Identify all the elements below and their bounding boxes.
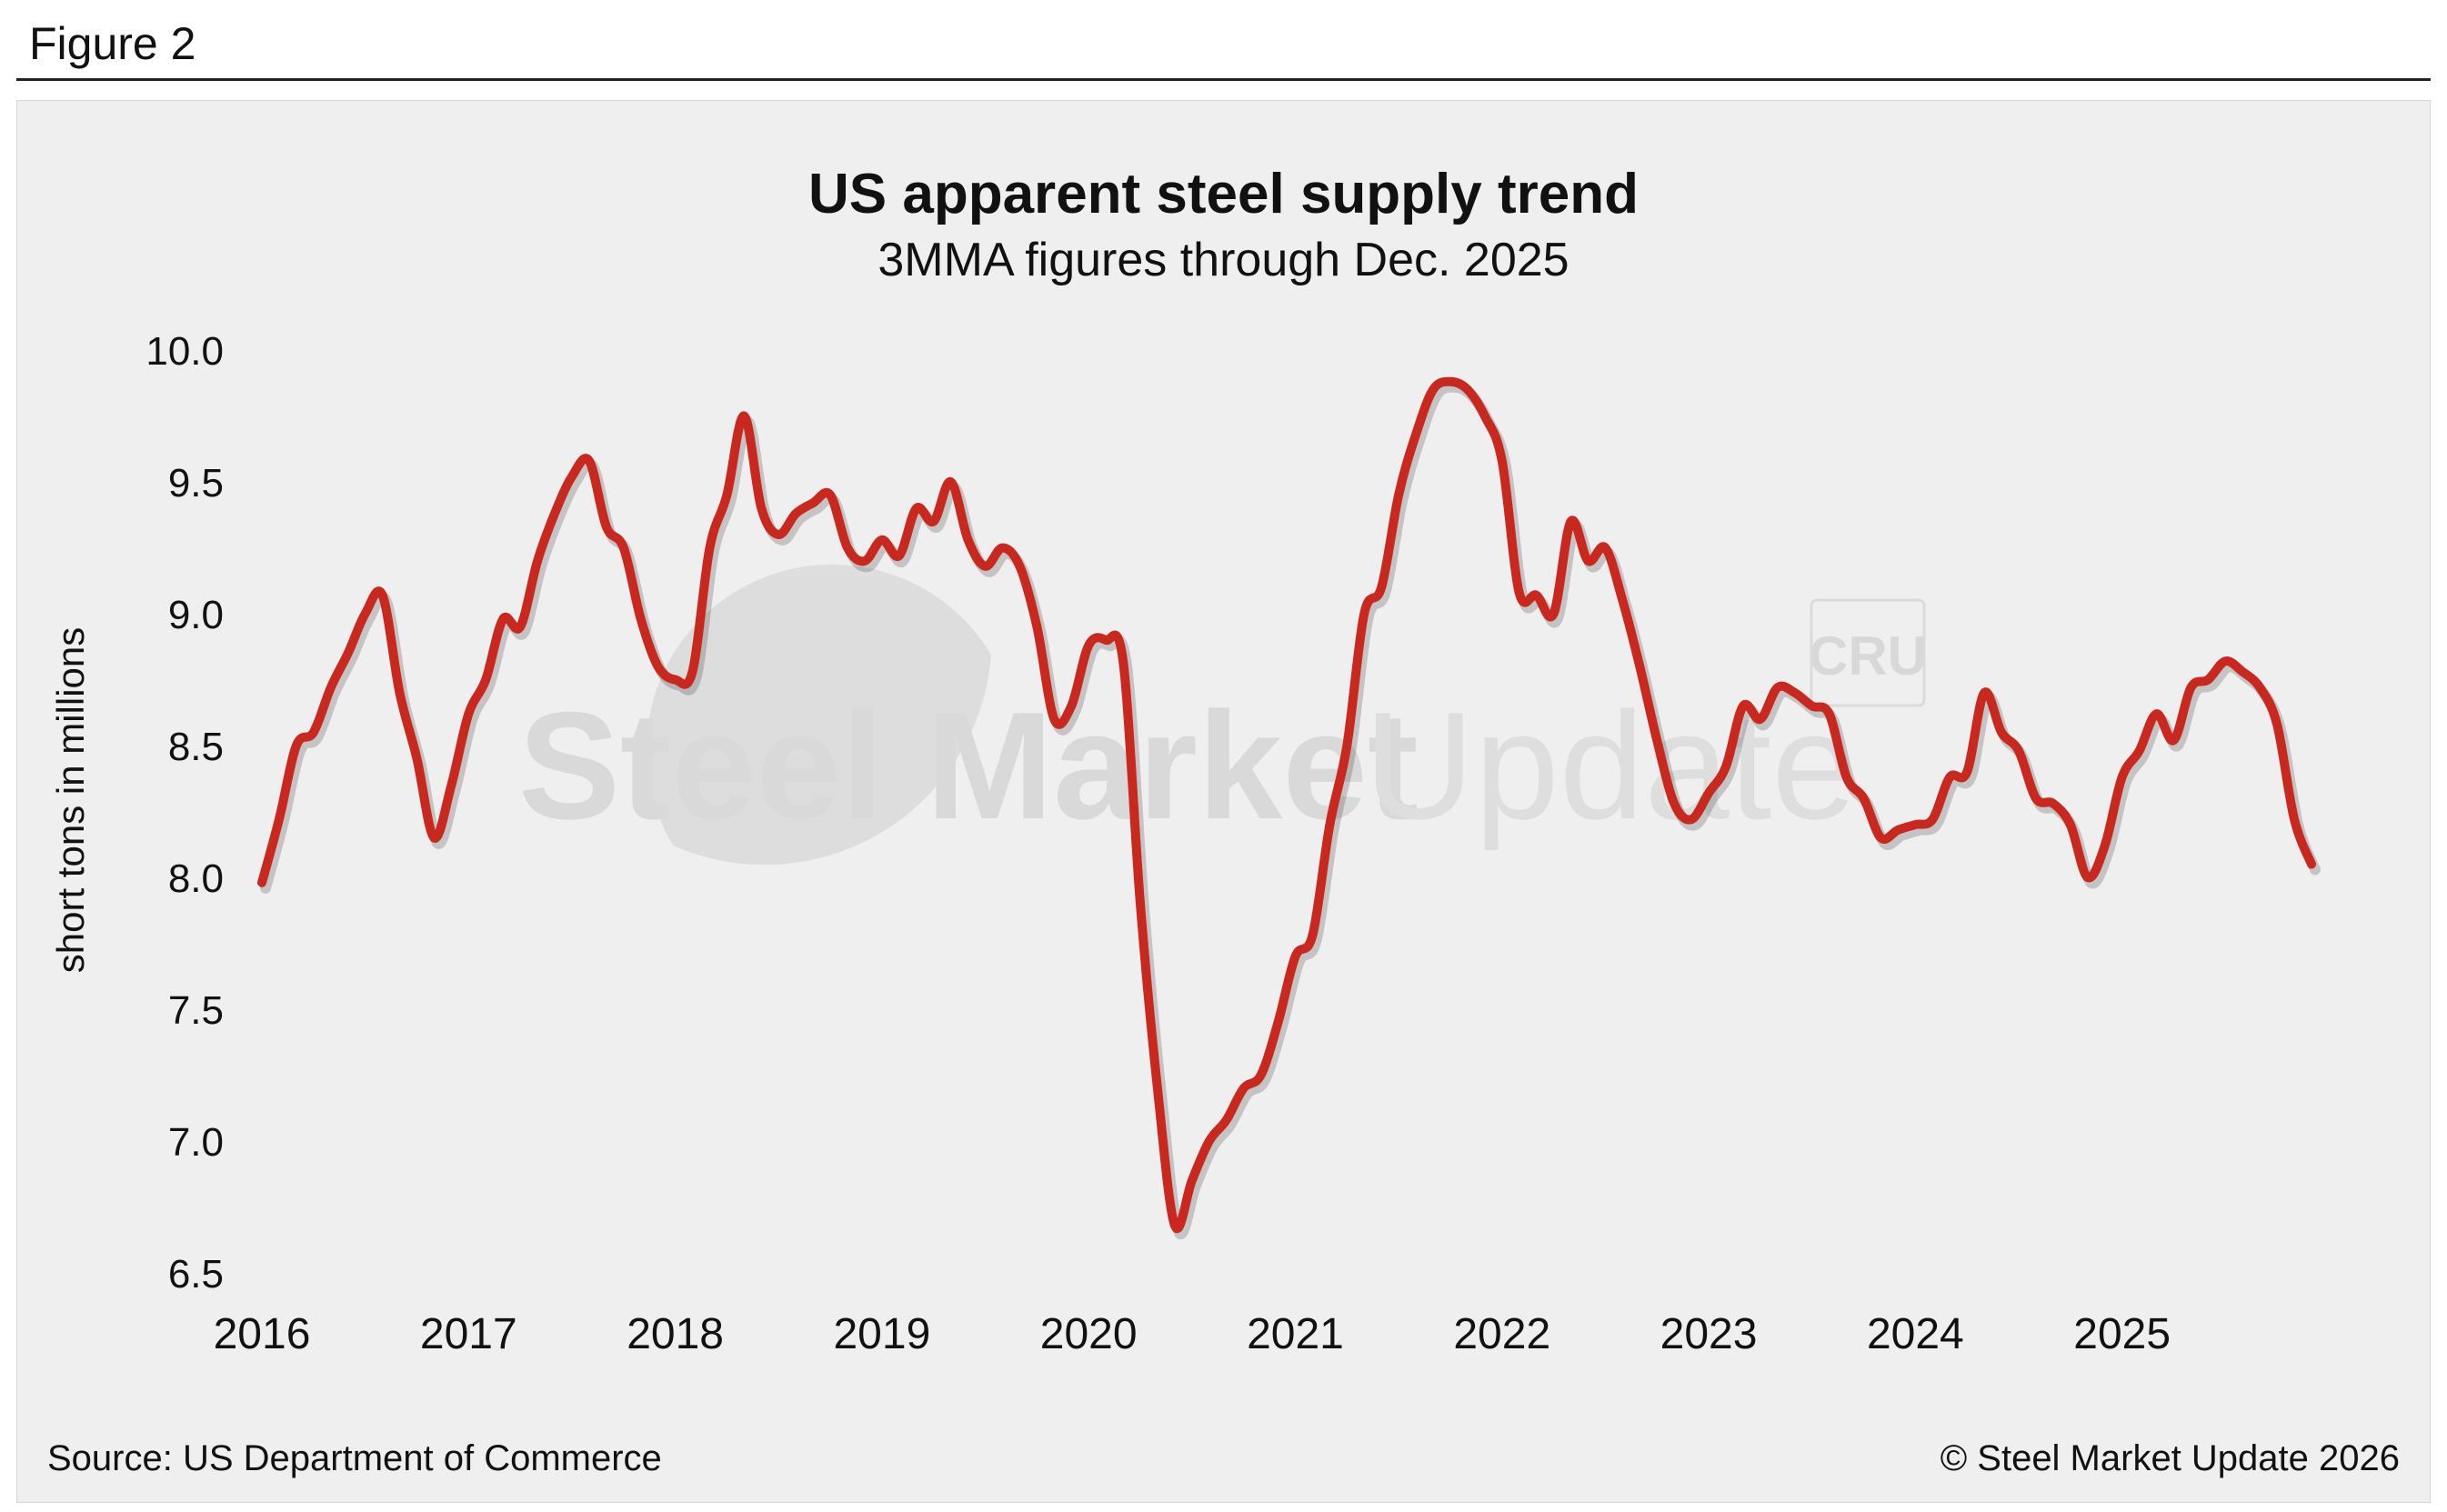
x-tick-label: 2019: [833, 1310, 930, 1358]
watermark-badge: [1810, 598, 1926, 707]
series: [257, 376, 2321, 1239]
y-tick-label: 8.5: [168, 725, 224, 769]
y-tick-label: 9.5: [168, 461, 224, 506]
figure-label: Figure 2: [29, 18, 196, 69]
x-axis: 2016 2017 2018 2019 2020 2021 2022 2023 2024 2025: [214, 1310, 2171, 1358]
y-tick-label: 8.0: [168, 856, 224, 901]
source-note: Source: US Department of Commerce: [47, 1438, 662, 1478]
y-tick-label: 9.0: [168, 593, 224, 637]
x-tick-label: 2020: [1040, 1310, 1138, 1358]
watermark-swoosh-icon: [646, 564, 991, 866]
y-tick-label: 7.5: [168, 988, 224, 1033]
watermark-text-bold: Steel Market: [518, 680, 1419, 851]
x-tick-label: 2024: [1867, 1310, 1964, 1358]
watermark-text-light: Update: [1364, 680, 1857, 851]
x-tick-label: 2021: [1247, 1310, 1344, 1358]
x-tick-label: 2025: [2073, 1310, 2171, 1358]
chart-subtitle: 3MMA figures through Dec. 2025: [878, 234, 1569, 286]
watermark: Steel Market Update CRU: [518, 564, 1927, 866]
copyright-note: © Steel Market Update 2026: [1940, 1438, 2400, 1478]
chart-title: US apparent steel supply trend: [808, 163, 1639, 225]
y-axis: 10.0 9.5 9.0 8.5 8.0 7.5 7.0 6.5: [145, 329, 224, 1297]
x-tick-label: 2023: [1660, 1310, 1758, 1358]
y-tick-label: 7.0: [168, 1120, 224, 1165]
header-rule: [16, 78, 2431, 81]
x-tick-label: 2017: [420, 1310, 517, 1358]
x-tick-label: 2018: [627, 1310, 724, 1358]
series-line: [257, 376, 2316, 1233]
chart-panel: [16, 100, 2431, 1503]
x-tick-label: 2016: [214, 1310, 311, 1358]
y-axis-title: short tons in millions: [49, 627, 92, 973]
y-tick-label: 6.5: [168, 1252, 224, 1297]
x-tick-label: 2022: [1453, 1310, 1550, 1358]
watermark-badge-text: CRU: [1809, 626, 1927, 686]
y-tick-label: 10.0: [145, 329, 224, 374]
